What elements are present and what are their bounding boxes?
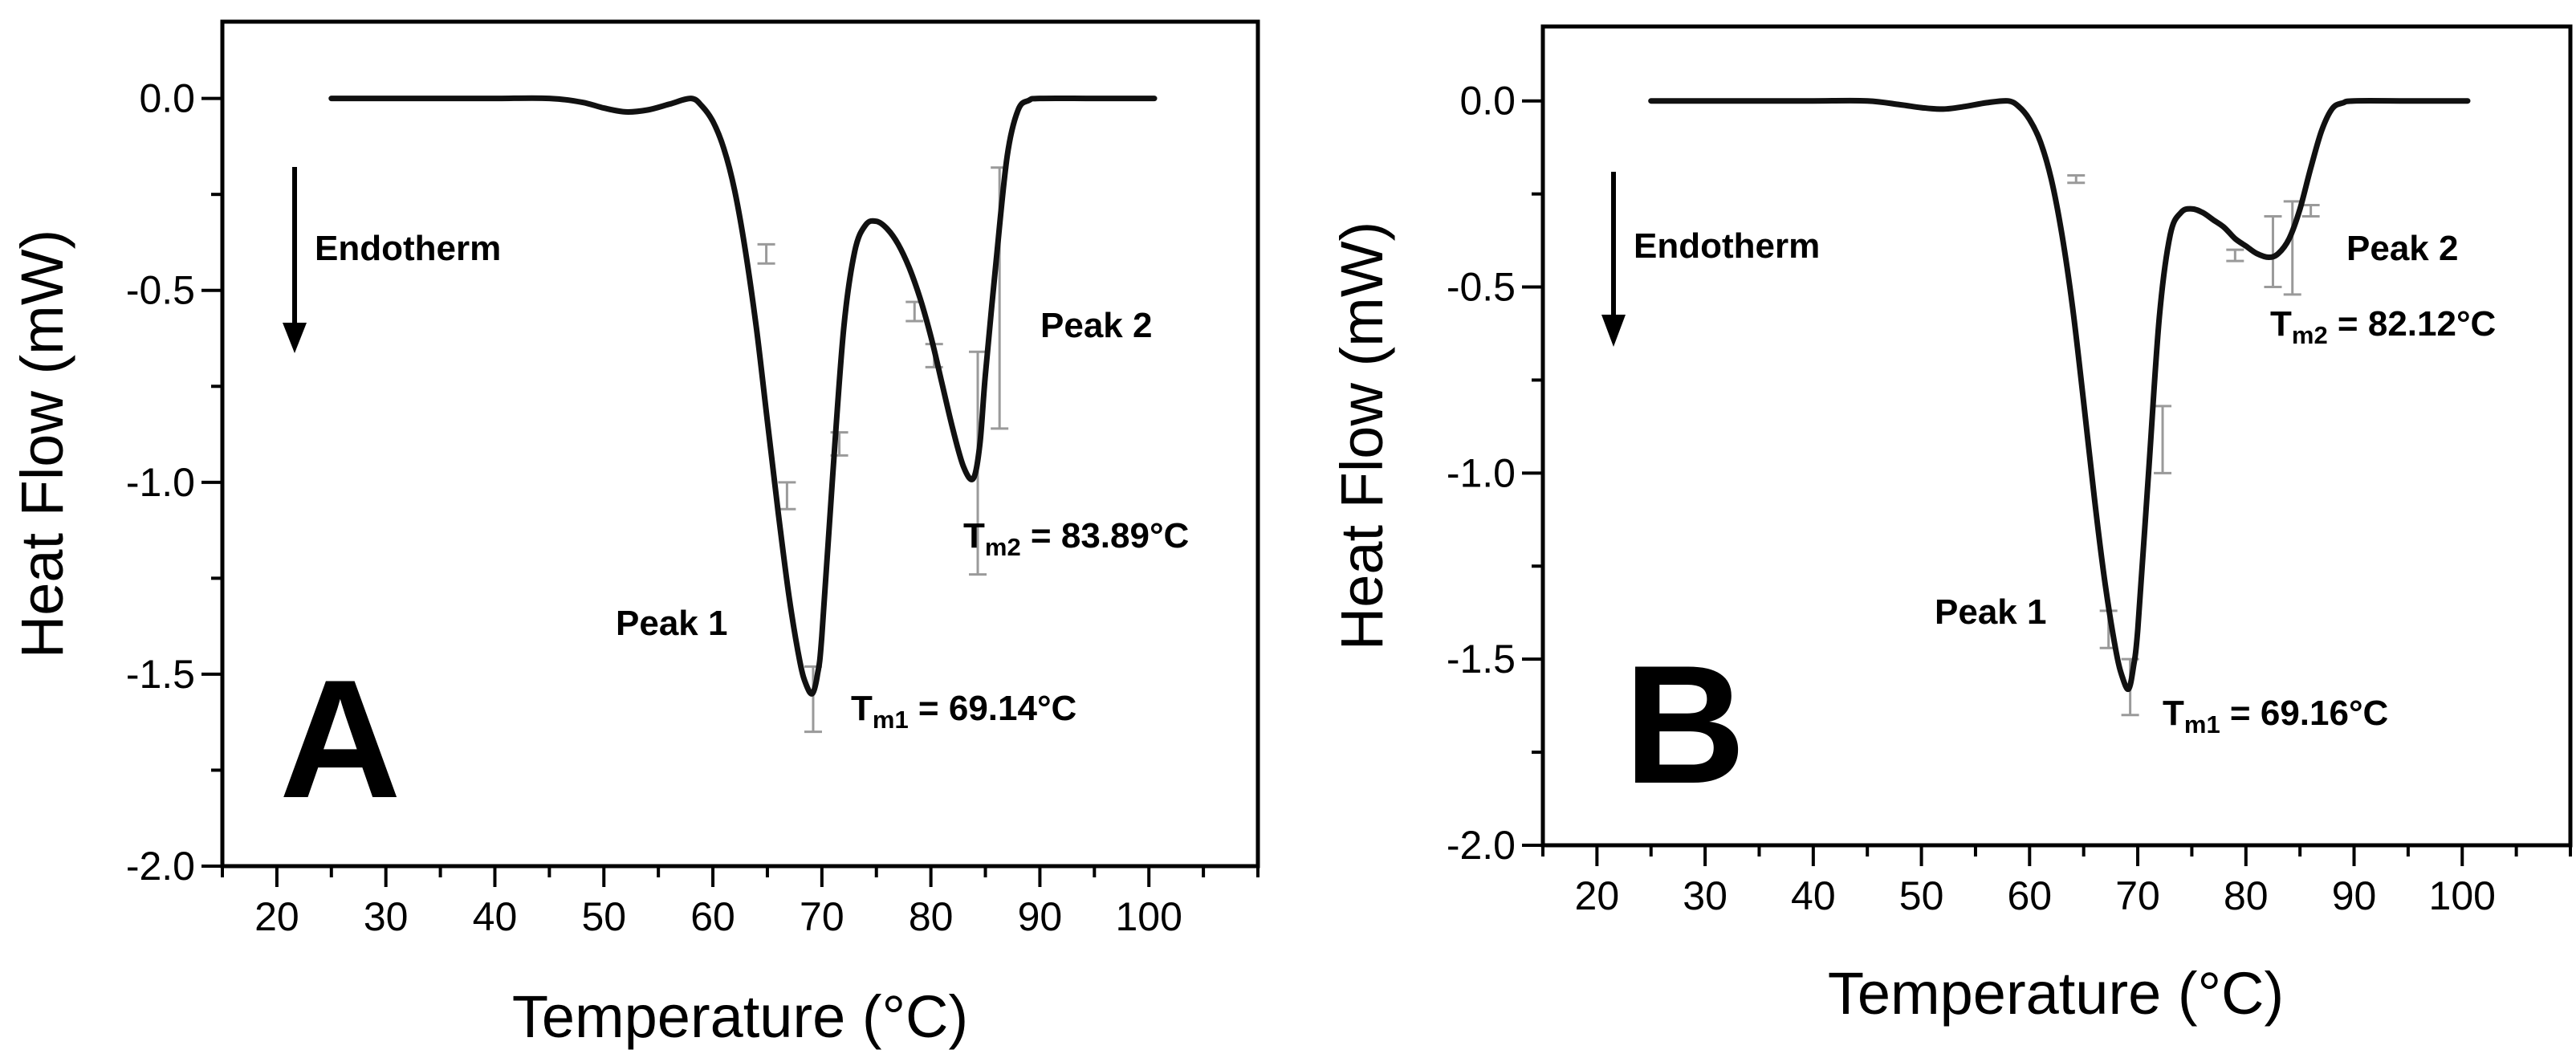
x-axis-title: Temperature (°C) xyxy=(1828,960,2284,1027)
x-tick-label: 30 xyxy=(1683,873,1728,918)
tm1-symbol: T xyxy=(2163,694,2184,733)
panel-label: A xyxy=(279,645,401,833)
y-tick-label: -1.5 xyxy=(126,652,195,697)
chart-panel-b: 20 30 40 50 60 70 80 90 100 0.0-0.5-1.0-1.5-2.0 … xyxy=(1329,24,2573,1027)
error-bars xyxy=(2067,173,2320,717)
tm1-subscript: m1 xyxy=(873,706,909,734)
y-axis-title: Heat Flow (mW) xyxy=(1329,222,1395,650)
x-tick-label: 40 xyxy=(1791,873,1836,918)
peak1-label: Peak 1 xyxy=(1935,592,2046,632)
x-axis: 20 30 40 50 60 70 80 90 100 xyxy=(1541,845,2572,918)
x-tick-label: 20 xyxy=(254,894,299,939)
x-tick-label: 100 xyxy=(2429,873,2496,918)
tm1-subscript: m1 xyxy=(2184,710,2220,739)
tm2-subscript: m2 xyxy=(985,533,1021,561)
x-tick-label: 90 xyxy=(1018,894,1063,939)
tm2-subscript: m2 xyxy=(2292,321,2328,349)
arrow-head-icon xyxy=(1601,315,1626,347)
x-tick-label: 40 xyxy=(473,894,518,939)
y-tick-label: -1.0 xyxy=(126,460,195,505)
peak2-label: Peak 2 xyxy=(2346,229,2458,268)
tm2-value: = 82.12°C xyxy=(2328,304,2497,344)
tm1-label: Tm1 = 69.14°C xyxy=(851,689,1076,734)
y-tick-label: 0.0 xyxy=(1459,79,1516,124)
endotherm-arrow xyxy=(1601,172,1626,347)
chart-panel-a: 20 30 40 50 60 70 80 90 100 0.0-0.5-1.0-1.5-2.0 … xyxy=(9,19,1260,1050)
y-tick-label: -2.0 xyxy=(1447,823,1516,868)
y-axis: 0.0 -0.5 -1.0 -1.5 -2.0 xyxy=(1447,79,1543,868)
peak1-label: Peak 1 xyxy=(616,604,727,643)
endotherm-arrow xyxy=(283,167,307,353)
endotherm-label: Endotherm xyxy=(1634,226,1820,266)
tm1-symbol: T xyxy=(851,689,873,728)
x-tick-label: 50 xyxy=(581,894,626,939)
y-tick-label: 0.0 xyxy=(139,76,195,121)
peak2-label: Peak 2 xyxy=(1040,306,1152,345)
series-line-heat-flow xyxy=(1648,97,2471,693)
tm2-label: Tm2 = 82.12°C xyxy=(2270,304,2496,349)
arrow-head-icon xyxy=(283,323,307,353)
x-axis-title: Temperature (°C) xyxy=(512,983,968,1050)
x-axis: 20 30 40 50 60 70 80 90 100 xyxy=(221,866,1260,939)
tm2-symbol: T xyxy=(963,516,985,555)
series-line-heat-flow xyxy=(328,95,1158,697)
y-tick-label: -0.5 xyxy=(1447,265,1516,310)
y-tick-label: -0.5 xyxy=(126,268,195,313)
tm1-label: Tm1 = 69.16°C xyxy=(2163,694,2388,739)
x-tick-label: 60 xyxy=(690,894,735,939)
x-tick-label: 80 xyxy=(2224,873,2269,918)
x-tick-label: 30 xyxy=(364,894,409,939)
x-tick-label: 70 xyxy=(800,894,844,939)
tm1-value: = 69.14°C xyxy=(909,689,1077,728)
endotherm-label: Endotherm xyxy=(315,229,501,268)
x-tick-label: 90 xyxy=(2332,873,2377,918)
panel-label: B xyxy=(1624,630,1746,819)
y-tick-label: -1.5 xyxy=(1447,637,1516,682)
x-tick-label: 20 xyxy=(1575,873,1620,918)
tm2-label: Tm2 = 83.89°C xyxy=(963,516,1189,561)
x-tick-label: 50 xyxy=(1899,873,1944,918)
x-tick-label: 70 xyxy=(2115,873,2160,918)
x-tick-label: 100 xyxy=(1115,894,1182,939)
y-tick-label: -1.0 xyxy=(1447,450,1516,495)
y-axis: 0.0 -0.5 -1.0 -1.5 -2.0 xyxy=(126,76,222,889)
tm2-symbol: T xyxy=(2270,304,2292,344)
plot-frame xyxy=(1540,24,2573,848)
plot-frame xyxy=(220,19,1260,869)
x-tick-label: 80 xyxy=(909,894,954,939)
tm1-value: = 69.16°C xyxy=(2220,694,2389,733)
y-tick-label: -2.0 xyxy=(126,844,195,889)
x-tick-label: 60 xyxy=(2008,873,2053,918)
y-axis-title: Heat Flow (mW) xyxy=(9,230,75,658)
tm2-value: = 83.89°C xyxy=(1021,516,1190,555)
